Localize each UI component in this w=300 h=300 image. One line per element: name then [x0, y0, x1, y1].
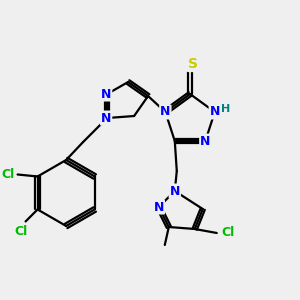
Text: Cl: Cl	[1, 168, 14, 181]
Text: Cl: Cl	[14, 225, 27, 238]
Text: Cl: Cl	[221, 226, 234, 239]
Text: N: N	[101, 88, 111, 100]
Text: S: S	[188, 57, 198, 71]
Text: N: N	[200, 134, 211, 148]
Text: N: N	[154, 200, 164, 214]
Text: N: N	[101, 112, 111, 124]
Text: H: H	[221, 104, 230, 114]
Text: N: N	[160, 106, 170, 118]
Text: N: N	[169, 184, 180, 197]
Text: N: N	[210, 106, 220, 118]
